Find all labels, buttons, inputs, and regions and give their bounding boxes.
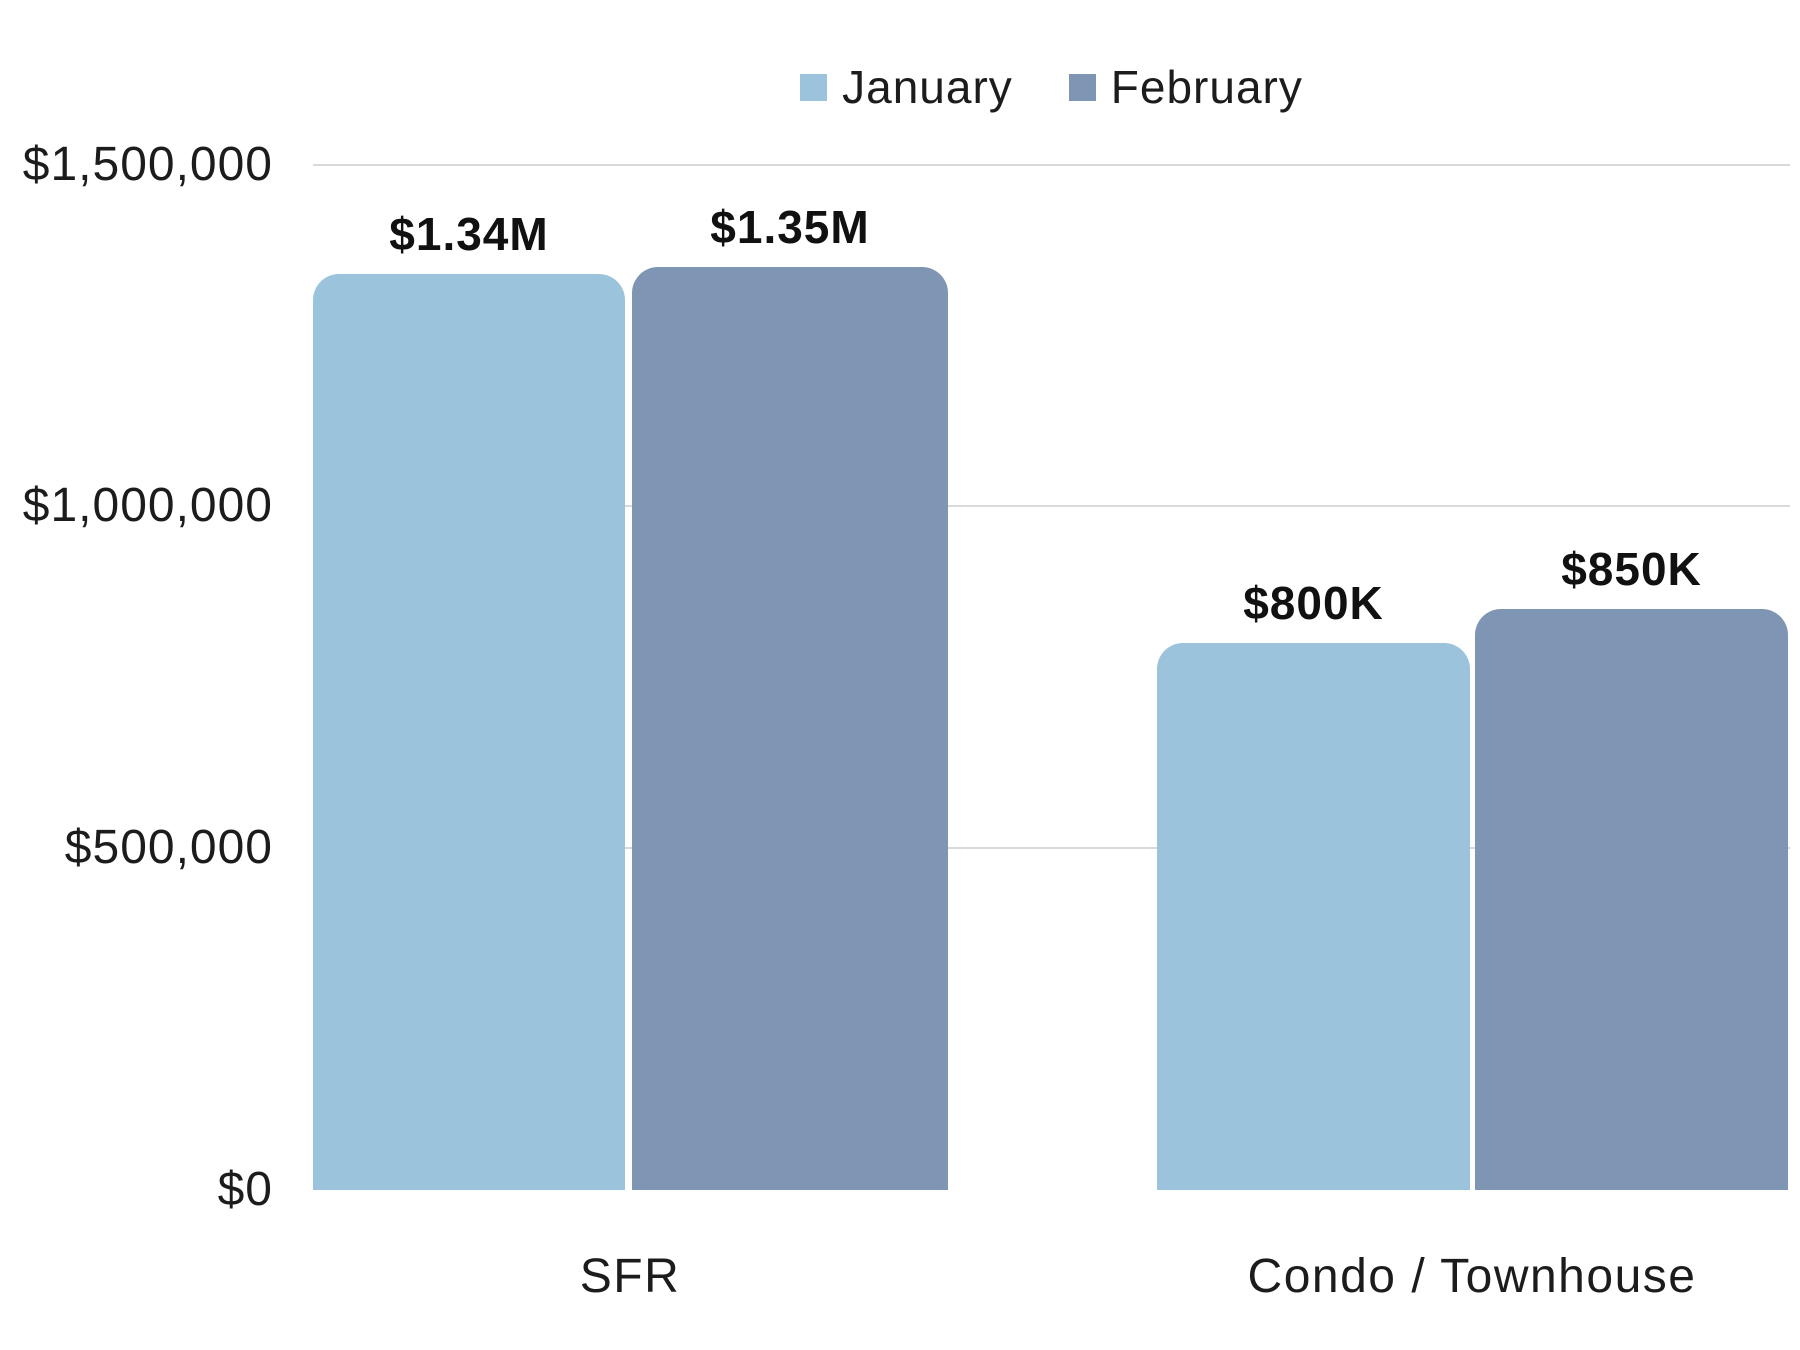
- gridline-500000: [313, 847, 1790, 849]
- legend-label-january: January: [842, 61, 1013, 113]
- data-label-february-condo-townhouse: $850K: [1561, 543, 1702, 595]
- y-tick-0: $0: [217, 1163, 273, 1216]
- legend-item-february: February: [1068, 60, 1303, 114]
- gridline-1000000: [313, 505, 1790, 507]
- x-category-condo-townhouse: Condo / Townhouse: [1247, 1250, 1697, 1303]
- data-label-january-condo-townhouse: $800K: [1243, 577, 1384, 629]
- bar-february-sfr: [632, 267, 948, 1190]
- january-swatch-icon: [800, 73, 828, 101]
- y-tick-500000: $500,000: [64, 821, 273, 874]
- y-tick-1500000: $1,500,000: [22, 138, 273, 191]
- bar-february-condo-townhouse: [1475, 609, 1788, 1190]
- y-tick-1000000: $1,000,000: [22, 479, 273, 532]
- gridline-1500000: [313, 164, 1790, 166]
- x-category-sfr: SFR: [579, 1250, 681, 1303]
- data-label-february-sfr: $1.35M: [710, 201, 870, 253]
- legend: January February: [313, 60, 1790, 114]
- legend-item-january: January: [800, 60, 1013, 114]
- bar-january-condo-townhouse: [1157, 643, 1470, 1190]
- legend-label-february: February: [1110, 61, 1303, 113]
- bar-january-sfr: [313, 274, 625, 1190]
- february-swatch-icon: [1068, 73, 1096, 101]
- data-label-january-sfr: $1.34M: [389, 208, 549, 260]
